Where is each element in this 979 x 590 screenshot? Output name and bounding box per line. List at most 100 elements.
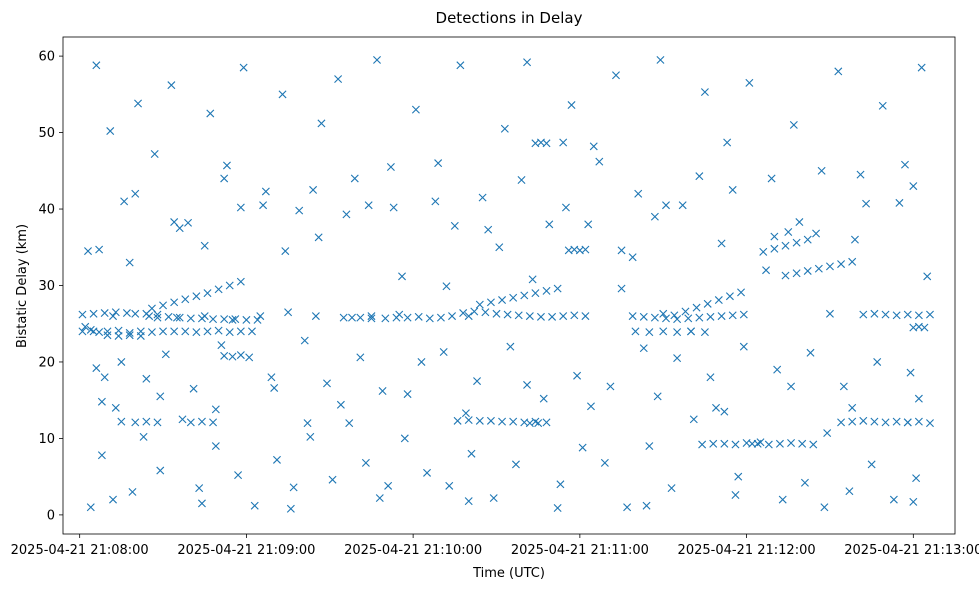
data-point — [281, 247, 290, 256]
data-point — [103, 327, 112, 336]
data-point — [500, 124, 509, 133]
data-point — [117, 357, 126, 366]
data-point — [542, 286, 551, 295]
data-point — [695, 172, 704, 181]
data-point — [650, 313, 659, 322]
data-point — [486, 416, 495, 425]
data-point — [150, 149, 159, 158]
data-point — [339, 313, 348, 322]
data-point — [195, 484, 204, 493]
data-point — [859, 416, 868, 425]
data-point — [517, 175, 526, 184]
data-point — [211, 442, 220, 451]
data-point — [431, 197, 440, 206]
x-axis-label: Time (UTC) — [472, 566, 545, 581]
x-tick-label: 2025-04-21 21:11:00 — [511, 543, 649, 558]
data-point — [473, 377, 482, 386]
data-point — [789, 120, 798, 129]
data-point — [159, 301, 168, 310]
data-point — [792, 238, 801, 247]
y-tick-label: 50 — [38, 126, 55, 141]
data-point — [314, 233, 323, 242]
data-markers — [78, 55, 934, 513]
data-point — [553, 284, 562, 293]
data-point — [498, 296, 507, 305]
data-point — [778, 495, 787, 504]
data-point — [498, 417, 507, 426]
data-point — [484, 225, 493, 234]
data-point — [906, 368, 915, 377]
data-point — [870, 309, 879, 318]
data-point — [192, 292, 201, 301]
data-point — [367, 314, 376, 323]
data-point — [503, 310, 512, 319]
data-point — [78, 310, 87, 319]
data-point — [900, 160, 909, 169]
data-point — [392, 313, 401, 322]
data-point — [923, 272, 932, 281]
data-point — [581, 312, 590, 321]
chart-title: Detections in Delay — [436, 9, 583, 27]
data-point — [209, 418, 218, 427]
data-point — [345, 419, 354, 428]
data-point — [511, 460, 520, 469]
data-point — [848, 257, 857, 266]
y-tick-label: 30 — [38, 279, 55, 294]
data-point — [200, 241, 209, 250]
data-point — [803, 266, 812, 275]
data-point — [386, 162, 395, 171]
data-point — [475, 416, 484, 425]
data-point — [389, 203, 398, 212]
data-point — [172, 313, 181, 322]
data-point — [153, 313, 162, 322]
data-point — [272, 455, 281, 464]
data-point — [131, 418, 140, 427]
data-point — [470, 307, 479, 316]
x-axis-ticks: 2025-04-21 21:08:00 2025-04-21 21:09:00 20… — [11, 534, 979, 558]
data-point — [525, 312, 534, 321]
data-point — [384, 481, 393, 490]
data-point — [164, 312, 173, 321]
data-point — [523, 380, 532, 389]
data-point — [242, 315, 251, 324]
data-point — [184, 218, 193, 227]
y-axis-ticks: 0 10 20 30 40 50 60 — [38, 50, 63, 523]
data-point — [700, 328, 709, 337]
data-point — [414, 312, 423, 321]
data-point — [903, 310, 912, 319]
data-point — [706, 312, 715, 321]
data-point — [689, 415, 698, 424]
data-point — [762, 266, 771, 275]
data-point — [250, 501, 259, 510]
data-point — [692, 303, 701, 312]
data-point — [86, 503, 95, 512]
data-point — [673, 315, 682, 324]
data-point — [103, 331, 112, 340]
data-point — [328, 475, 337, 484]
data-point — [170, 298, 179, 307]
data-point — [600, 458, 609, 467]
data-point — [206, 109, 215, 118]
data-point — [364, 201, 373, 210]
data-point — [425, 314, 434, 323]
data-point — [448, 312, 457, 321]
data-point — [850, 235, 859, 244]
data-point — [134, 99, 143, 108]
data-point — [506, 342, 515, 351]
data-point — [439, 348, 448, 357]
data-point — [926, 310, 934, 319]
data-point — [225, 328, 234, 337]
data-point — [731, 491, 740, 499]
data-point — [787, 382, 796, 391]
data-point — [656, 55, 665, 64]
data-point — [322, 379, 331, 388]
data-point — [109, 495, 118, 504]
data-point — [731, 440, 740, 449]
data-point — [159, 327, 168, 336]
data-point — [356, 313, 365, 322]
data-point — [489, 494, 498, 503]
data-point — [698, 440, 707, 449]
data-point — [509, 417, 518, 426]
data-point — [295, 206, 304, 215]
data-point — [784, 227, 793, 236]
